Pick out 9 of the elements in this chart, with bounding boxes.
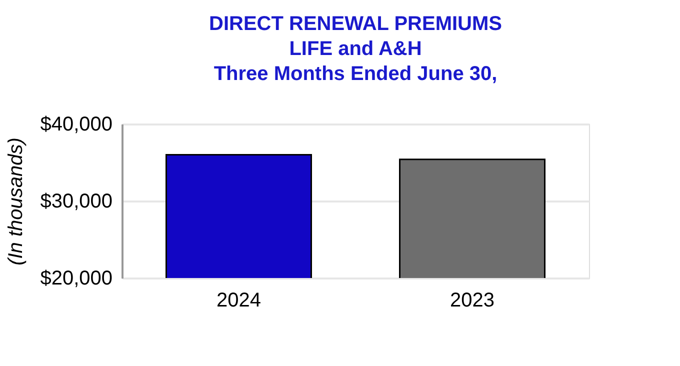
y-axis-title: (In thousands) — [5, 138, 28, 266]
text: DIRECT RENEWAL PREMIUMS — [209, 13, 502, 35]
y-tick-label: $20,000 — [40, 268, 112, 290]
text: Three Months Ended June 30, — [214, 63, 498, 85]
y-tick-label: $30,000 — [40, 190, 112, 212]
text: LIFE and A&H — [289, 38, 422, 60]
x-tick-label: 2024 — [216, 290, 261, 312]
y-tick-label: $40,000 — [40, 114, 112, 136]
x-tick-label: 2023 — [450, 290, 494, 312]
